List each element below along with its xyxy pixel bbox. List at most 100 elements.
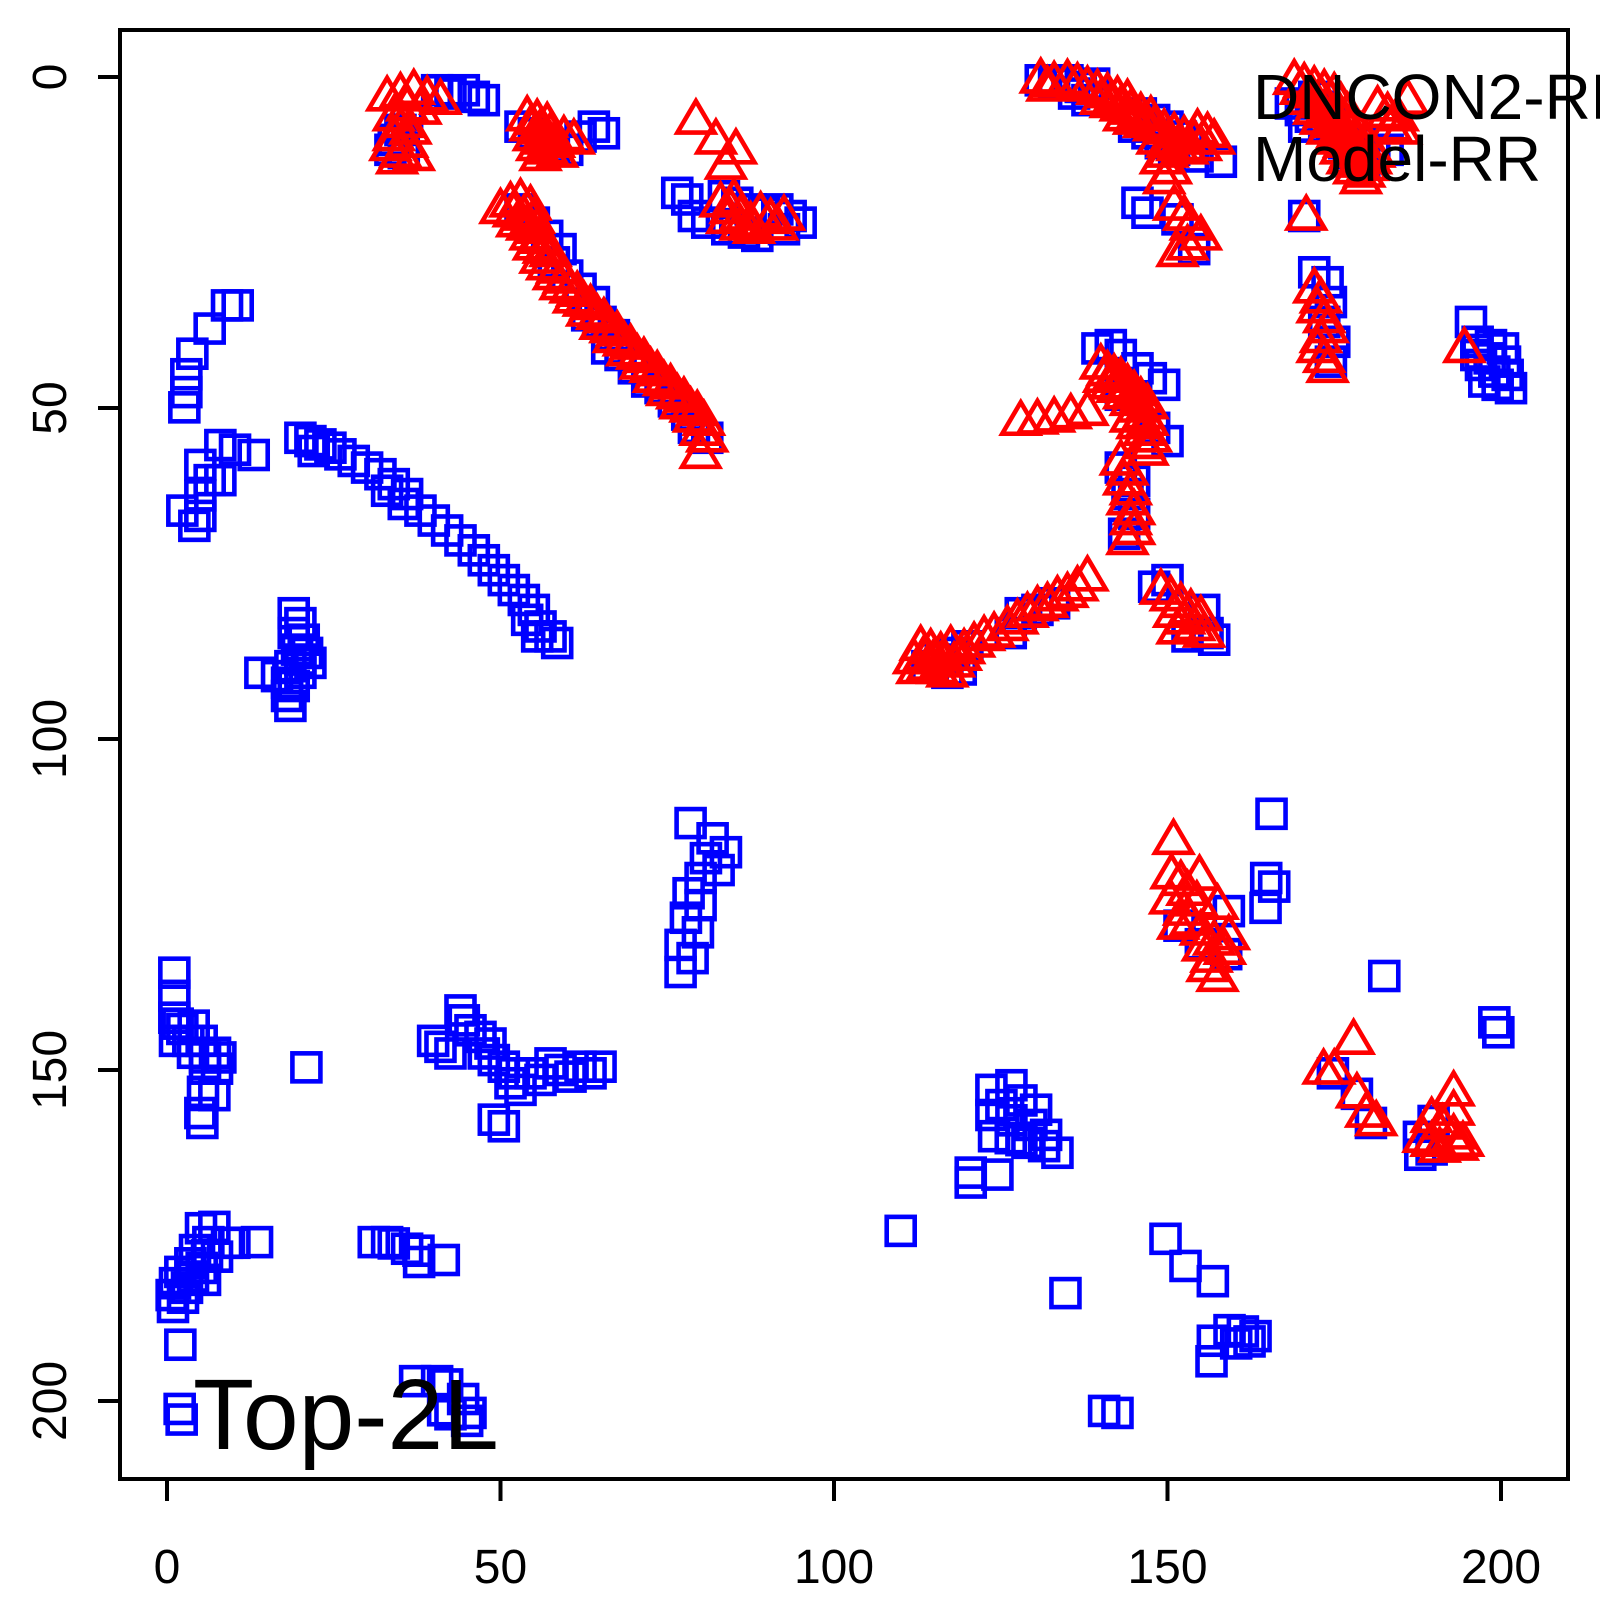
square-marker	[477, 1103, 511, 1136]
triangle-marker	[1124, 427, 1171, 466]
square-marker	[170, 357, 203, 391]
triangle-marker	[551, 116, 597, 155]
square-marker	[487, 563, 521, 597]
triangle-marker	[1338, 156, 1384, 195]
square-marker	[977, 1119, 1011, 1153]
square-marker	[1101, 1396, 1134, 1430]
triangle-marker	[1283, 192, 1329, 231]
triangle-marker	[928, 622, 974, 662]
triangle-marker	[951, 619, 997, 658]
square-marker	[164, 1328, 197, 1362]
triangle-marker	[1054, 60, 1100, 99]
square-marker	[168, 391, 201, 424]
triangle-marker	[678, 430, 724, 470]
triangle-marker	[748, 195, 794, 235]
y-tick-label: 150	[24, 1030, 77, 1110]
square-marker	[454, 1396, 487, 1430]
triangle-marker	[1431, 1068, 1477, 1107]
triangle-marker	[1104, 516, 1150, 556]
square-marker	[444, 994, 477, 1027]
x-tick-label: 150	[1127, 1541, 1207, 1594]
square-marker	[1169, 1249, 1202, 1283]
square-marker	[427, 1243, 461, 1277]
square-marker	[424, 1030, 457, 1064]
square-marker	[507, 583, 541, 617]
square-marker	[975, 1098, 1008, 1132]
square-marker	[467, 83, 501, 117]
square-marker	[660, 176, 694, 210]
square-marker	[166, 1281, 200, 1315]
triangle-marker	[1054, 563, 1100, 602]
triangle-marker	[1131, 103, 1177, 142]
triangle-marker	[711, 175, 757, 215]
square-marker	[274, 689, 307, 723]
triangle-marker	[1078, 76, 1124, 115]
triangle-marker	[693, 116, 739, 155]
square-marker	[178, 509, 211, 543]
triangle-marker	[1121, 407, 1167, 446]
triangle-marker	[1305, 344, 1351, 384]
triangle-marker	[518, 132, 564, 172]
square-marker	[477, 553, 511, 587]
square-marker	[1149, 1222, 1182, 1256]
triangle-marker	[1181, 609, 1227, 648]
triangle-marker	[1031, 394, 1077, 433]
square-marker	[954, 1166, 988, 1199]
triangle-marker	[1385, 76, 1431, 115]
square-marker	[504, 1073, 537, 1107]
square-marker	[270, 679, 304, 713]
triangle-marker	[904, 642, 950, 681]
triangle-marker	[1150, 816, 1197, 856]
triangle-marker	[1195, 953, 1241, 993]
triangle-marker	[1343, 1089, 1389, 1128]
triangle-marker	[761, 192, 807, 231]
square-marker	[1041, 1136, 1074, 1170]
square-marker	[450, 1404, 484, 1438]
square-marker	[702, 853, 735, 887]
triangle-marker	[1435, 1122, 1481, 1161]
triangle-marker	[1044, 56, 1090, 96]
square-marker	[1239, 1319, 1272, 1353]
triangle-marker	[1353, 1098, 1399, 1137]
triangle-marker	[984, 602, 1030, 642]
square-marker	[517, 593, 551, 627]
square-marker	[497, 573, 531, 607]
triangle-marker	[1111, 96, 1157, 135]
square-marker	[294, 646, 327, 680]
square-marker	[467, 543, 501, 577]
square-marker	[156, 1290, 190, 1324]
square-marker	[534, 620, 567, 653]
square-marker	[434, 1397, 467, 1431]
triangle-marker	[1034, 573, 1080, 612]
square-marker	[574, 1057, 607, 1090]
square-marker	[240, 1225, 274, 1259]
series-dncon2-rr	[364, 55, 1487, 1163]
y-tick-label: 100	[24, 699, 77, 779]
y-tick-label: 50	[24, 381, 77, 434]
legend-model-label: Model-RR	[1253, 123, 1541, 195]
triangle-marker	[1048, 391, 1094, 430]
square-marker	[1121, 186, 1154, 220]
triangle-marker	[718, 202, 764, 241]
x-axis: 0 50 100 150 200	[154, 1479, 1541, 1594]
x-tick-label: 50	[474, 1541, 527, 1594]
square-marker	[1367, 959, 1401, 993]
triangle-marker	[1175, 106, 1221, 145]
square-marker	[1249, 861, 1283, 895]
square-marker	[1478, 1006, 1511, 1039]
legend-dncon2-label: DNCON2-RR	[1253, 61, 1600, 133]
square-marker	[1255, 797, 1288, 831]
square-marker	[193, 312, 226, 345]
square-marker	[587, 116, 621, 150]
square-marker	[1147, 368, 1181, 402]
square-marker	[398, 1364, 432, 1398]
y-axis: 0 50 100 150 200	[24, 64, 120, 1441]
triangle-marker	[1148, 573, 1194, 612]
triangle-marker	[704, 195, 750, 235]
square-marker	[184, 499, 217, 533]
square-marker	[487, 1109, 521, 1143]
triangle-marker	[1138, 566, 1184, 605]
triangle-marker	[477, 185, 524, 225]
